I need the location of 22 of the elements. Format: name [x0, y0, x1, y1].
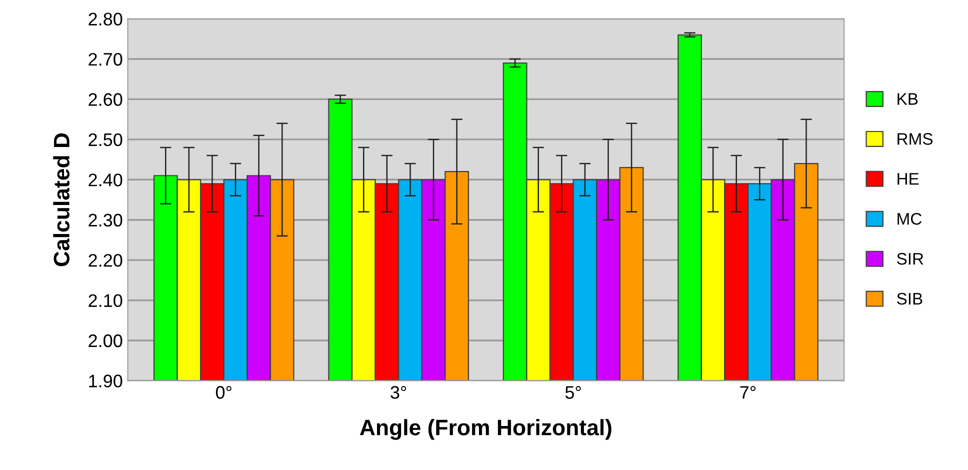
y-tick-label: 2.80 [88, 12, 122, 26]
legend-label: HE [898, 173, 919, 185]
y-tick-label: 2.30 [88, 214, 122, 227]
y-tick-label: 2.60 [88, 93, 122, 106]
y-tick-label: 2.00 [88, 334, 122, 348]
x-tick-label: 0° [216, 386, 232, 399]
y-tick-label: 2.20 [88, 254, 122, 267]
y-tick-label: 2.10 [88, 294, 122, 307]
y-tick-label: 2.40 [88, 174, 122, 186]
y-tick-label: 1.90 [89, 374, 122, 388]
y-tick-label: 2.70 [88, 52, 122, 66]
y-axis-title: Calculated D [53, 133, 70, 266]
x-tick-label: 3° [390, 386, 406, 399]
x-tick-label: 5° [565, 386, 581, 399]
x-tick-label: 7° [740, 386, 756, 399]
y-tick-label: 2.50 [88, 133, 122, 146]
legend-label: RMS [898, 133, 933, 145]
legend-label: MC [898, 212, 922, 225]
legend-label: KB [898, 93, 918, 105]
legend-label: SIB [897, 292, 922, 305]
legend-label: SIR [897, 252, 924, 265]
x-axis-title: Angle (From Horizontal) [360, 419, 612, 440]
